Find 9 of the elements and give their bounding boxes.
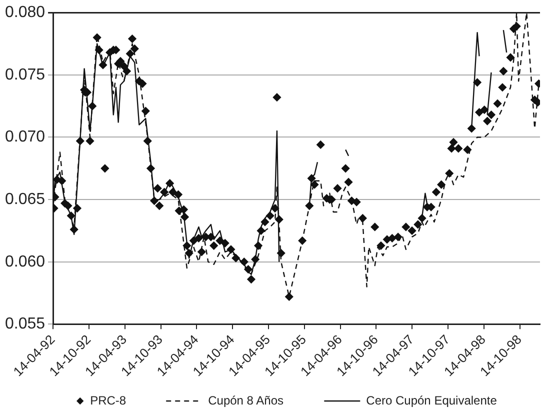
- legend-label: Cupón 8 Años: [208, 393, 284, 408]
- y-tick-label: 0.055: [4, 316, 46, 333]
- y-tick-label: 0.080: [4, 4, 46, 22]
- y-tick-label: 0.060: [4, 253, 46, 270]
- legend-label: PRC-8: [90, 393, 126, 408]
- y-tick-label: 0.075: [4, 66, 46, 84]
- y-tick-label: 0.070: [4, 128, 46, 146]
- legend-label: Cero Cupón Equivalente: [366, 393, 498, 408]
- y-tick-label: 0.065: [4, 190, 46, 208]
